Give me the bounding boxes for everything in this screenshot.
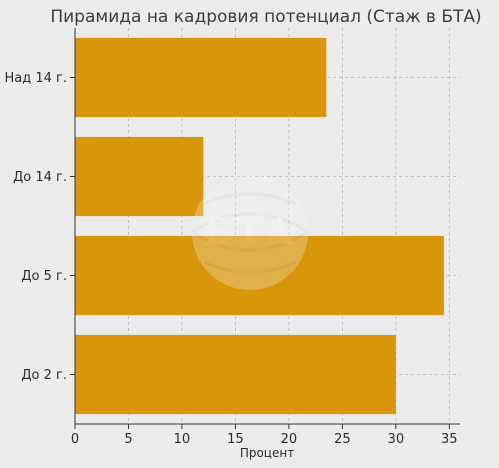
bar-1 [75,37,327,118]
watermark-text: БТА [204,211,297,253]
x-tick-label: 20 [281,432,298,447]
bar-4 [75,334,396,415]
x-axis-label: Процент [240,446,294,460]
x-tick-label: 15 [227,432,244,447]
y-tick-label: Над 14 г. [5,71,68,86]
axes [70,28,460,429]
y-tick-label: До 2 г. [21,368,67,383]
y-tick-label: До 5 г. [21,269,67,284]
y-tick-labels: Над 14 г. До 14 г. До 5 г. До 2 г. [5,71,68,383]
x-tick-label: 10 [174,432,191,447]
x-tick-label: 25 [334,432,351,447]
bta-globe-logo-icon: БТА [191,174,309,290]
bar-2 [75,136,204,217]
bar-3 [75,235,444,316]
x-tick-label: 5 [124,432,132,447]
x-tick-label: 0 [71,432,79,447]
bars [75,37,444,415]
y-tick-label: До 14 г. [13,170,67,185]
x-tick-label: 30 [388,432,405,447]
x-tick-label: 35 [441,432,458,447]
chart-title: Пирамида на кадровия потенциал (Стаж в Б… [50,7,481,27]
x-tick-labels: 0 5 10 15 20 25 30 35 [71,432,458,447]
